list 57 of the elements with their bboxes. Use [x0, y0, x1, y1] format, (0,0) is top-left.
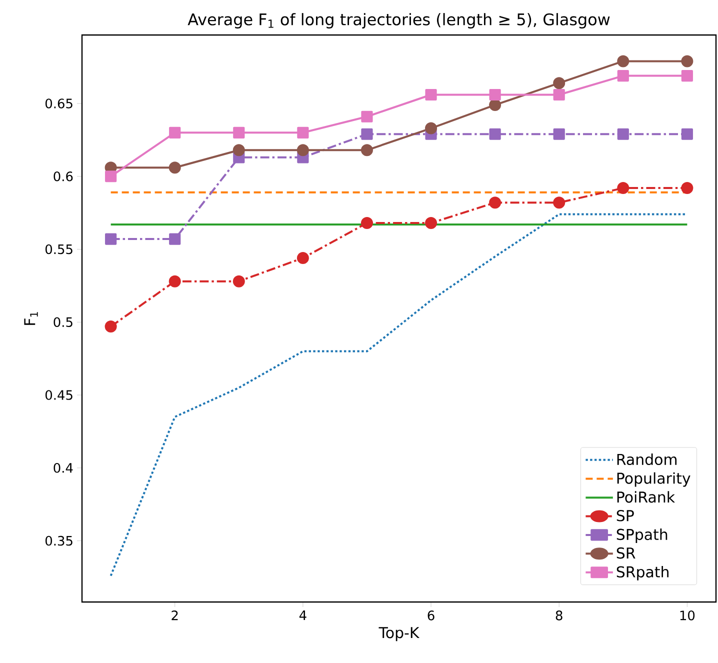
- y-axis-title: F$_{1}$: [24, 312, 38, 325]
- point: [232, 144, 245, 156]
- point: [169, 126, 181, 138]
- legend-label: SPpath: [616, 528, 668, 544]
- y-tick-label: 0.65: [46, 98, 72, 108]
- point: [489, 88, 501, 101]
- point: [425, 217, 438, 230]
- x-tick-label: 10: [680, 610, 695, 620]
- legend-label: SR: [616, 547, 636, 559]
- point: [681, 55, 694, 68]
- legend-label: Popularity: [617, 472, 690, 487]
- point: [681, 182, 694, 194]
- point: [297, 126, 309, 138]
- point: [296, 252, 309, 264]
- y-tick-label: 0.5: [54, 317, 72, 328]
- y-tick-label: 0.55: [46, 244, 72, 254]
- legend-label: Random: [617, 453, 677, 466]
- point: [489, 196, 502, 209]
- chart-title: Average F$_{1}$ of long trajectories (length ≥ 5), Glasgow: [188, 13, 610, 28]
- y-tick-label: 0.4: [54, 463, 73, 473]
- point: [425, 88, 437, 101]
- point: [553, 77, 566, 90]
- point: [296, 144, 309, 156]
- point: [361, 110, 373, 122]
- point: [105, 170, 117, 182]
- point: [168, 162, 181, 174]
- point: [553, 128, 565, 140]
- point: [617, 70, 629, 82]
- y-tick-label: 0.45: [46, 390, 72, 400]
- point: [553, 196, 566, 209]
- y-tick-label: 0.6: [54, 171, 73, 182]
- point: [489, 128, 501, 140]
- legend-label: SP: [616, 510, 634, 522]
- point: [681, 128, 693, 140]
- x-tick-label: 4: [299, 610, 306, 620]
- legend-label: SRpath: [616, 566, 668, 580]
- point: [617, 128, 629, 140]
- x-tick-label: 6: [428, 610, 434, 620]
- point: [361, 128, 373, 140]
- point: [553, 88, 565, 101]
- point: [232, 275, 245, 288]
- point: [104, 320, 117, 333]
- point: [360, 144, 373, 156]
- x-axis-title: Top-K: [378, 627, 420, 642]
- point: [681, 70, 693, 82]
- point: [105, 233, 117, 245]
- x-tick-label: 8: [556, 610, 562, 620]
- point: [168, 275, 181, 288]
- x-tick-label: 2: [172, 610, 178, 620]
- point: [169, 233, 181, 245]
- point: [360, 217, 373, 230]
- point: [233, 126, 245, 138]
- legend-label: PoiRank: [617, 491, 675, 503]
- y-tick-label: 0.35: [46, 536, 72, 546]
- point: [617, 182, 630, 194]
- point: [425, 122, 438, 134]
- point: [617, 55, 630, 68]
